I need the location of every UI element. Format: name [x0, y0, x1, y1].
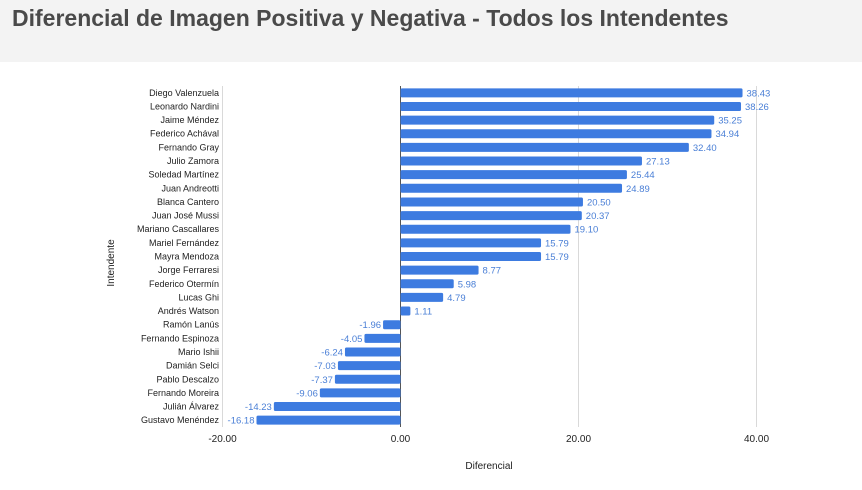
bar-0 [400, 88, 743, 98]
x-tick-label-3: 40.00 [744, 434, 769, 445]
category-label-21: Pablo Descalzo [156, 374, 219, 384]
bar-7 [400, 183, 623, 193]
category-label-20: Damián Selci [166, 361, 219, 371]
value-label-11: 15.79 [545, 238, 569, 249]
bar-19 [344, 347, 401, 357]
bar-23 [273, 402, 401, 412]
value-label-9: 20.37 [586, 211, 610, 222]
value-label-5: 27.13 [646, 157, 670, 168]
value-label-2: 35.25 [718, 116, 742, 127]
value-label-21: -7.37 [311, 375, 333, 386]
x-tick-label-1: 0.00 [391, 434, 411, 445]
bar-3 [400, 129, 712, 139]
category-label-2: Jaime Méndez [160, 115, 219, 125]
category-label-19: Mario Ishii [178, 347, 219, 357]
value-label-8: 20.50 [587, 197, 611, 208]
category-label-7: Juan Andreotti [161, 183, 219, 193]
value-label-0: 38.43 [747, 88, 771, 99]
bar-4 [400, 142, 689, 152]
value-label-22: -9.06 [296, 388, 318, 399]
category-label-10: Mariano Cascallares [137, 224, 220, 234]
title-banner: Diferencial de Imagen Positiva y Negativ… [0, 0, 862, 62]
bar-21 [334, 374, 401, 384]
bar-1 [400, 101, 742, 111]
category-label-11: Mariel Fernández [149, 238, 220, 248]
bar-13 [400, 265, 479, 275]
bar-11 [400, 238, 542, 248]
value-label-6: 25.44 [631, 170, 655, 181]
value-label-20: -7.03 [314, 361, 336, 372]
bar-6 [400, 170, 627, 180]
category-label-0: Diego Valenzuela [149, 88, 219, 98]
value-label-14: 5.98 [458, 279, 477, 290]
value-label-1: 38.26 [745, 102, 769, 113]
bar-2 [400, 115, 715, 125]
category-label-15: Lucas Ghi [178, 292, 219, 302]
bar-20 [337, 361, 401, 371]
value-label-4: 32.40 [693, 143, 717, 154]
category-label-16: Andrés Watson [158, 306, 219, 316]
grid-lines [222, 86, 757, 427]
category-label-9: Juan José Mussi [152, 211, 219, 221]
x-axis-label: Diferencial [465, 461, 512, 472]
bar-24 [256, 415, 401, 425]
category-label-22: Fernando Moreira [147, 388, 219, 398]
x-tick-labels: -20.00 0.00 20.00 40.00 [208, 434, 769, 445]
bar-12 [400, 252, 542, 261]
value-label-19: -6.24 [321, 347, 343, 358]
value-label-15: 4.79 [447, 293, 466, 304]
value-label-17: -1.96 [359, 320, 381, 331]
category-label-4: Fernando Gray [158, 142, 219, 152]
value-label-23: -14.23 [245, 402, 272, 413]
value-label-18: -4.05 [341, 334, 363, 345]
chart-title: Diferencial de Imagen Positiva y Negativ… [12, 5, 729, 31]
category-label-18: Fernando Espinoza [141, 333, 219, 343]
value-label-13: 8.77 [483, 266, 502, 277]
category-label-1: Leonardo Nardini [150, 101, 219, 111]
x-tick-label-2: 20.00 [566, 434, 591, 445]
value-label-3: 34.94 [715, 129, 739, 140]
bar-8 [400, 197, 583, 207]
value-label-16: 1.11 [414, 307, 432, 318]
bar-16 [400, 306, 411, 316]
bar-22 [319, 388, 401, 398]
value-label-12: 15.79 [545, 252, 569, 263]
category-label-14: Federico Otermín [149, 279, 219, 289]
bar-17 [383, 320, 401, 330]
category-label-17: Ramón Lanús [163, 320, 220, 330]
category-label-23: Julián Álvarez [163, 402, 220, 412]
y-axis-label: Intendente [106, 239, 117, 287]
bar-10 [400, 224, 571, 234]
bar-18 [364, 333, 401, 343]
category-label-13: Jorge Ferraresi [158, 265, 219, 275]
category-label-12: Mayra Mendoza [154, 252, 219, 262]
bar-9 [400, 211, 582, 221]
bar-5 [400, 156, 642, 166]
bars [256, 88, 743, 425]
category-labels: Diego Valenzuela Leonardo Nardini Jaime Mé… [137, 88, 220, 425]
category-label-24: Gustavo Menéndez [141, 415, 220, 425]
value-label-7: 24.89 [626, 184, 650, 195]
category-label-6: Soledad Martínez [148, 170, 219, 180]
category-label-5: Julio Zamora [167, 156, 219, 166]
category-label-3: Federico Achával [150, 129, 219, 139]
bar-15 [400, 292, 444, 302]
value-label-10: 19.10 [574, 225, 598, 236]
x-tick-label-0: -20.00 [208, 434, 237, 445]
category-label-8: Blanca Cantero [157, 197, 219, 207]
value-label-24: -16.18 [228, 416, 255, 427]
bar-14 [400, 279, 454, 289]
